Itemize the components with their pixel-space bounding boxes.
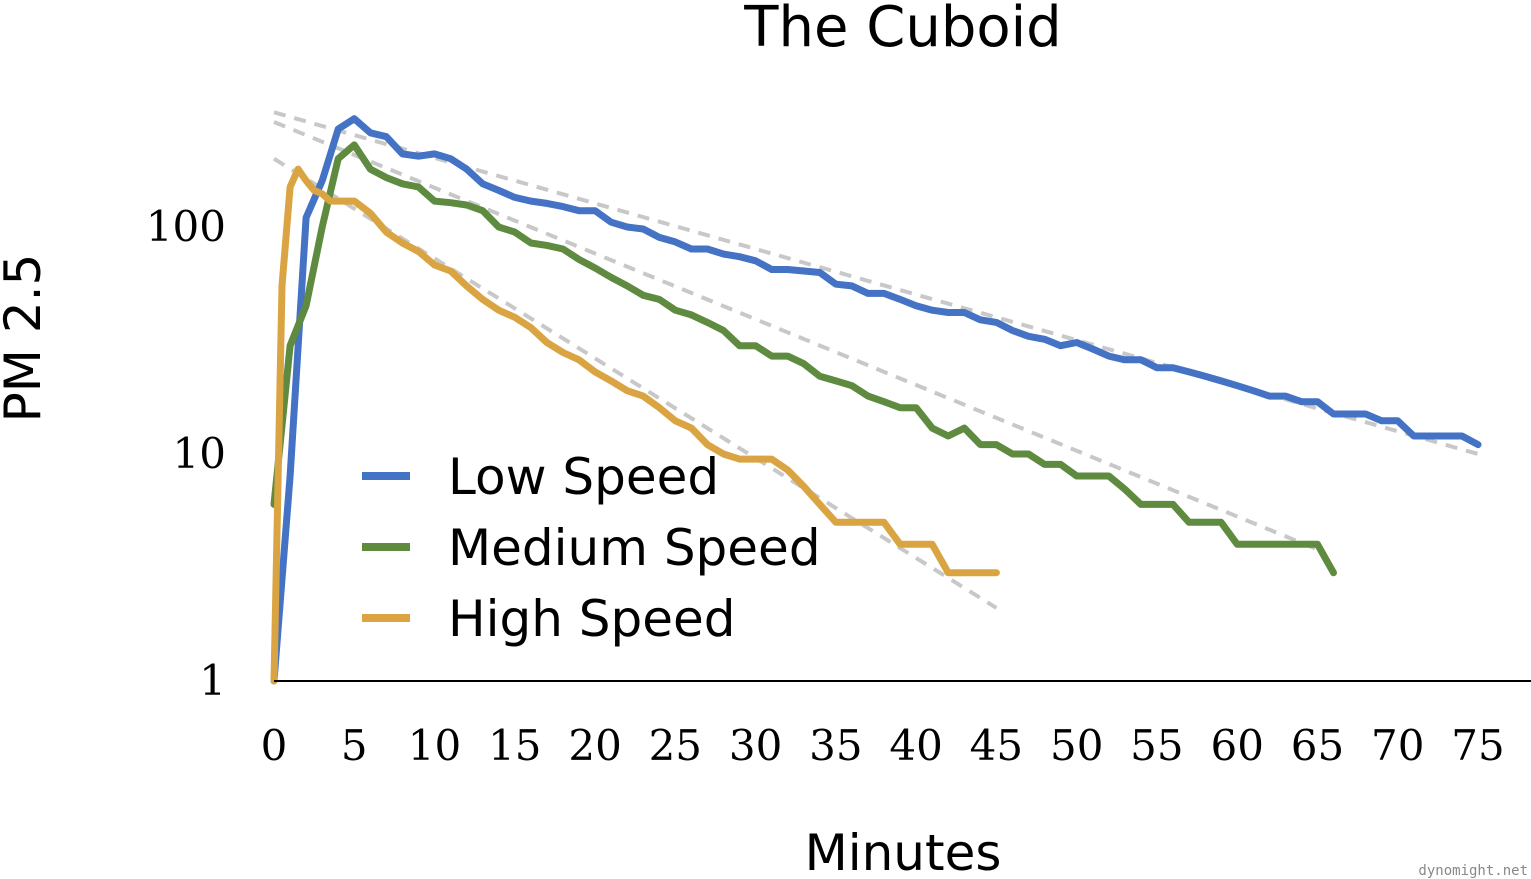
series-lines xyxy=(270,115,1482,685)
legend: Low Speed Medium Speed High Speed xyxy=(362,448,821,648)
y-tick-label: 100 xyxy=(146,202,226,251)
series-line-0 xyxy=(270,115,1482,685)
y-tick-labels: 1 10 100 xyxy=(146,202,226,705)
x-tick-label: 20 xyxy=(568,721,621,770)
x-axis-label: Minutes xyxy=(805,824,1002,879)
x-tick-label: 65 xyxy=(1291,721,1344,770)
x-tick-label: 35 xyxy=(809,721,862,770)
x-tick-label: 15 xyxy=(488,721,541,770)
y-tick-label: 1 xyxy=(199,656,226,705)
x-tick-label: 75 xyxy=(1451,721,1504,770)
trend-line-2 xyxy=(272,157,998,610)
watermark: dynomight.net xyxy=(1418,863,1528,879)
x-tick-label: 45 xyxy=(970,721,1023,770)
x-tick-label: 5 xyxy=(341,721,368,770)
x-tick-label: 70 xyxy=(1371,721,1424,770)
trend-lines xyxy=(272,110,1479,610)
chart-title: The Cuboid xyxy=(743,0,1061,60)
series-line-2 xyxy=(270,165,1000,685)
legend-label: Low Speed xyxy=(448,448,719,506)
x-tick-label: 10 xyxy=(408,721,461,770)
x-tick-label: 25 xyxy=(649,721,702,770)
x-tick-label: 40 xyxy=(889,721,942,770)
x-tick-label: 55 xyxy=(1130,721,1183,770)
series-line-1 xyxy=(270,141,1337,577)
x-tick-label: 50 xyxy=(1050,721,1103,770)
legend-label: Medium Speed xyxy=(448,519,821,577)
x-tick-label: 30 xyxy=(729,721,782,770)
y-axis-label: PM 2.5 xyxy=(0,254,52,423)
y-tick-label: 10 xyxy=(173,429,226,478)
x-tick-labels: 0 5 10 15 20 25 30 35 40 45 50 55 60 65 70 75 xyxy=(261,721,1505,770)
legend-label: High Speed xyxy=(448,590,736,648)
x-tick-label: 0 xyxy=(261,721,288,770)
x-tick-label: 60 xyxy=(1210,721,1263,770)
